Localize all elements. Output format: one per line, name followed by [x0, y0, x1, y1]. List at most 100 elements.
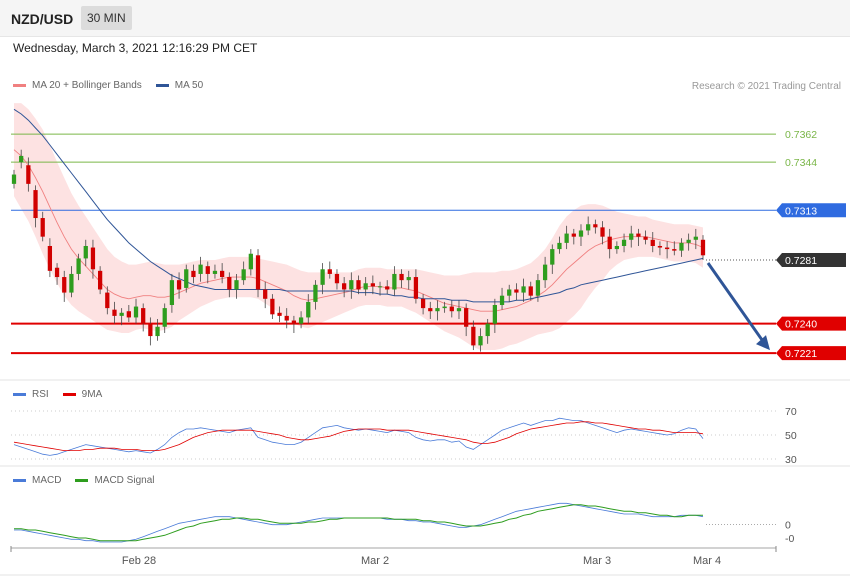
candle-body — [162, 308, 167, 327]
candle-body — [169, 280, 175, 306]
candle-body — [148, 323, 153, 337]
candle-body — [521, 286, 526, 293]
candle-body — [11, 174, 17, 184]
legend-macd-signal: MACD Signal — [94, 475, 155, 486]
legend-rsi-ma: 9MA — [81, 389, 103, 400]
level-label-4: 0.7240 — [785, 319, 817, 331]
candle-body — [327, 269, 332, 274]
candle-body — [349, 280, 354, 290]
time-axis: Feb 28 Mar 2 Mar 3 Mar 4 — [0, 546, 850, 576]
rsi-line — [13, 417, 704, 456]
credit-text: Research © 2021 Trading Central — [691, 81, 841, 92]
candle-body — [528, 286, 533, 296]
level-label-0: 0.7362 — [785, 129, 817, 141]
candle-body — [442, 306, 447, 309]
rsi-ma-swatch — [62, 393, 76, 396]
candle-body — [499, 295, 505, 306]
candle-body — [650, 239, 655, 246]
candle-body — [370, 283, 375, 287]
rsi-tick-label: 50 — [785, 430, 797, 442]
candle-body — [435, 308, 440, 312]
candle-body — [686, 239, 691, 243]
candle-body — [392, 273, 397, 290]
rsi-tick-label: 30 — [785, 454, 797, 466]
candle-body — [607, 236, 612, 250]
candle-body — [593, 224, 598, 228]
candle-body — [356, 280, 361, 290]
candle-body — [255, 255, 261, 290]
candle-body — [413, 277, 419, 299]
candle-body — [514, 289, 519, 293]
forecast-arrow-line — [706, 262, 767, 346]
level-tag-5 — [776, 346, 846, 361]
candle-body — [399, 273, 404, 281]
macd-panel: 0-0 — [14, 502, 794, 545]
ma20-swatch — [13, 84, 26, 87]
candle-body — [578, 230, 584, 237]
level-tag-3 — [776, 252, 846, 267]
candle-body — [313, 284, 318, 302]
legend-ma20: MA 20 + Bollinger Bands — [32, 80, 142, 91]
time-axis-label: Mar 4 — [693, 555, 721, 567]
candle-body — [492, 305, 497, 324]
candle-body — [62, 277, 67, 293]
main-legend: MA 20 + Bollinger Bands MA 50 — [13, 80, 203, 91]
timeframe-badge[interactable]: 30 MIN — [81, 6, 132, 30]
candle-body — [105, 292, 110, 309]
candle-body — [406, 277, 411, 281]
candle-body — [227, 277, 232, 290]
candle-body — [535, 280, 541, 296]
legend-rsi: RSI — [32, 389, 49, 400]
candle-body — [449, 306, 454, 312]
legend-macd: MACD — [32, 475, 62, 486]
candle-body — [385, 286, 390, 290]
level-label-3: 0.7281 — [785, 255, 817, 267]
candle-body — [485, 323, 490, 337]
candle-body — [19, 155, 24, 163]
candle-body — [664, 247, 670, 250]
candle-body — [507, 289, 512, 296]
rsi-panel: 70 50 30 — [0, 406, 850, 467]
chart-header: NZD/USD 30 MIN — [0, 0, 850, 37]
timestamp: Wednesday, March 3, 2021 12:16:29 PM CET — [13, 41, 258, 55]
macd-tick-label: -0 — [785, 533, 794, 545]
candle-body — [241, 269, 246, 281]
candle-body — [636, 233, 641, 237]
candle-body — [270, 298, 275, 315]
level-label-2: 0.7313 — [785, 205, 817, 217]
candle-body — [133, 306, 139, 318]
candle-body — [320, 269, 325, 285]
candle-body — [334, 273, 340, 284]
candle-body — [234, 280, 239, 290]
candle-body — [263, 289, 268, 299]
legend-ma50: MA 50 — [174, 80, 204, 91]
macd-line — [14, 502, 704, 543]
candle-body — [564, 233, 569, 243]
candle-body — [212, 270, 218, 274]
rsi-swatch — [13, 393, 26, 396]
candle-body — [97, 270, 103, 290]
candle-body — [54, 267, 60, 278]
candle-body — [26, 165, 31, 184]
candle-body — [141, 308, 146, 324]
candle-body — [629, 233, 634, 240]
time-axis-label: Mar 2 — [361, 555, 389, 567]
candle-body — [298, 317, 304, 324]
price-panel: 0.7362 0.7344 0.7313 0.7281 0.7240 0.7221 — [0, 96, 850, 381]
rsi-legend: RSI 9MA — [13, 389, 102, 400]
candle-body — [363, 283, 368, 290]
candle-body — [306, 301, 311, 318]
macd-tick-label: 0 — [785, 520, 791, 532]
candle-body — [478, 336, 483, 346]
candle-body — [657, 245, 663, 248]
candle-body — [420, 298, 426, 309]
candle-body — [471, 326, 476, 346]
macd-swatch — [13, 479, 26, 482]
candle-body — [377, 286, 383, 288]
macd-legend: MACD MACD Signal — [13, 475, 154, 486]
ma50-swatch — [155, 84, 169, 87]
candle-body — [119, 312, 124, 316]
candle-body — [40, 218, 45, 237]
candle-body — [69, 273, 74, 293]
